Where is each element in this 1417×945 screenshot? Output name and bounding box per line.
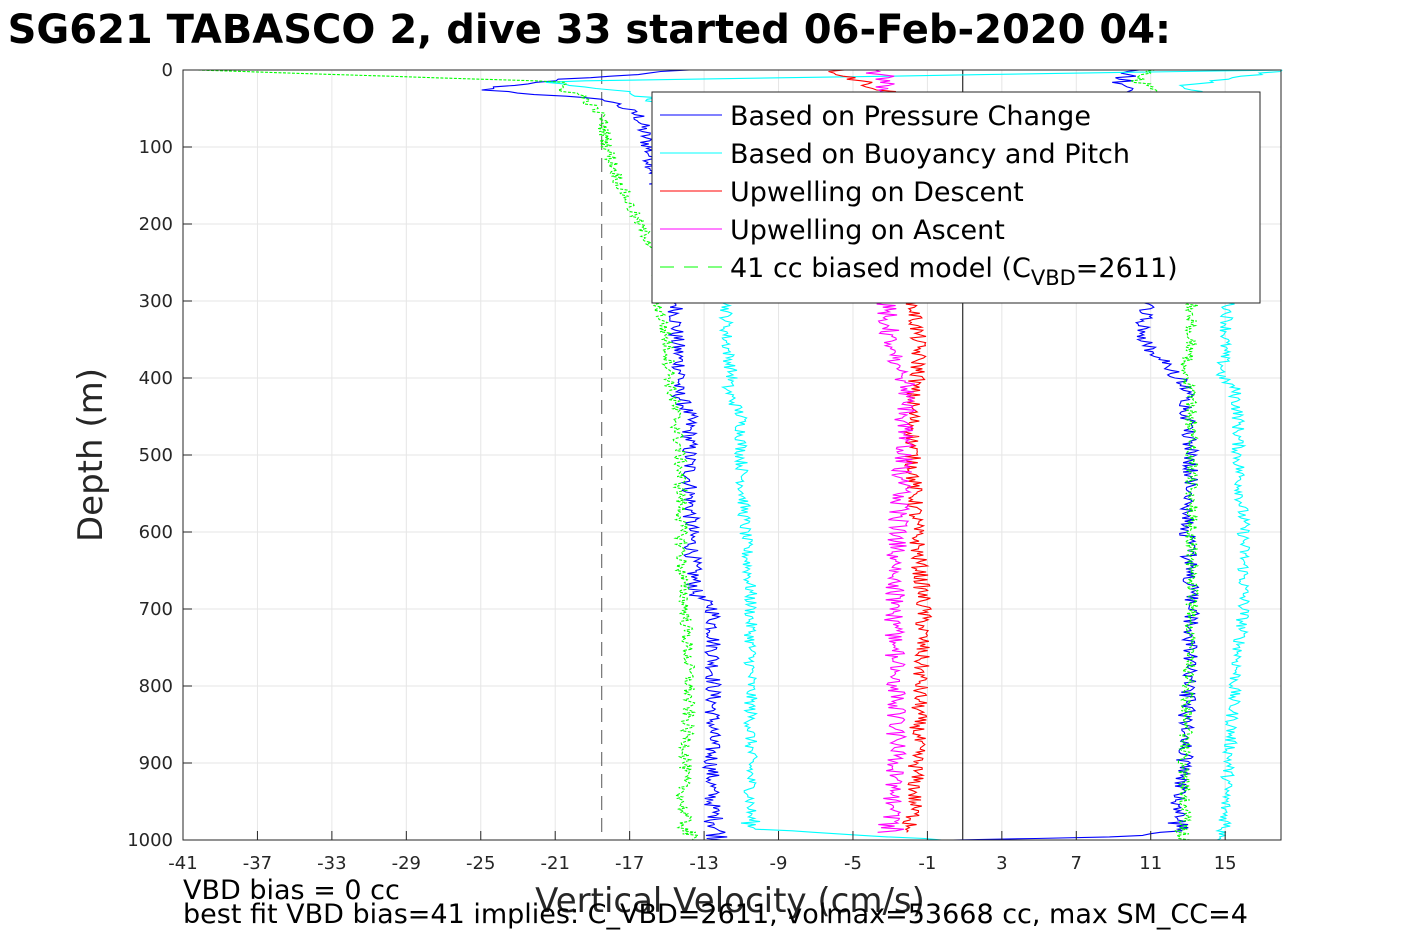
y-tick-label: 100 <box>139 137 173 158</box>
legend-label-upwelling_descent: Upwelling on Descent <box>730 177 1024 208</box>
x-tick-label: -41 <box>168 853 197 874</box>
x-tick-label: -17 <box>615 853 644 874</box>
y-tick-label: 500 <box>139 445 173 466</box>
legend-box <box>651 91 1261 304</box>
legend: Based on Pressure Change Based on Buoyanc… <box>651 91 1261 304</box>
legend-label-upwelling_ascent: Upwelling on Ascent <box>730 215 1005 246</box>
x-tick-label: 11 <box>1139 853 1162 874</box>
footer-best-fit: best fit VBD bias=41 implies: C_VBD=2611… <box>183 900 1248 930</box>
y-tick-label: 600 <box>139 522 173 543</box>
legend-label-buoyancy: Based on Buoyancy and Pitch <box>730 139 1130 170</box>
y-tick-label: 800 <box>139 676 173 697</box>
x-tick-label: -13 <box>689 853 718 874</box>
x-tick-label: -9 <box>770 853 788 874</box>
x-tick-label: -5 <box>844 853 862 874</box>
y-tick-label: 300 <box>139 291 173 312</box>
x-axis-ticks: -41 -37 -33 -29 -25 -21 -17 -13 -9 -5 -1 3 7 11 15 <box>168 831 1237 874</box>
x-tick-label: -25 <box>466 853 495 874</box>
y-tick-label: 700 <box>139 599 173 620</box>
chart-title-text: 21 SG621 TABASCO 2, dive 33 started 06-F… <box>0 7 1172 53</box>
x-tick-label: 15 <box>1214 853 1237 874</box>
x-tick-label: -37 <box>243 853 272 874</box>
y-tick-label: 400 <box>139 368 173 389</box>
x-axis-label: Vertical Velocity (cm/s) <box>535 881 925 921</box>
chart-title: 21 SG621 TABASCO 2, dive 33 started 06-F… <box>0 6 1417 54</box>
y-tick-label: 200 <box>139 214 173 235</box>
footer-vbd-bias: VBD bias = 0 cc <box>183 875 400 906</box>
y-tick-label: 1000 <box>127 830 173 851</box>
x-tick-label: -21 <box>541 853 570 874</box>
y-axis-ticks: 0 100 200 300 400 500 600 700 800 900 1000 <box>127 60 192 851</box>
y-tick-label: 900 <box>139 753 173 774</box>
x-tick-label: 7 <box>1071 853 1082 874</box>
x-tick-label: 3 <box>996 853 1007 874</box>
legend-label-pressure: Based on Pressure Change <box>730 101 1091 132</box>
x-tick-label: -1 <box>918 853 936 874</box>
y-axis-label: Depth (m) <box>71 368 111 542</box>
legend-label-model: 41 cc biased model (CVBD=2611) <box>730 253 1178 290</box>
x-tick-label: -29 <box>392 853 421 874</box>
y-tick-label: 0 <box>162 60 173 81</box>
x-tick-label: -33 <box>317 853 346 874</box>
